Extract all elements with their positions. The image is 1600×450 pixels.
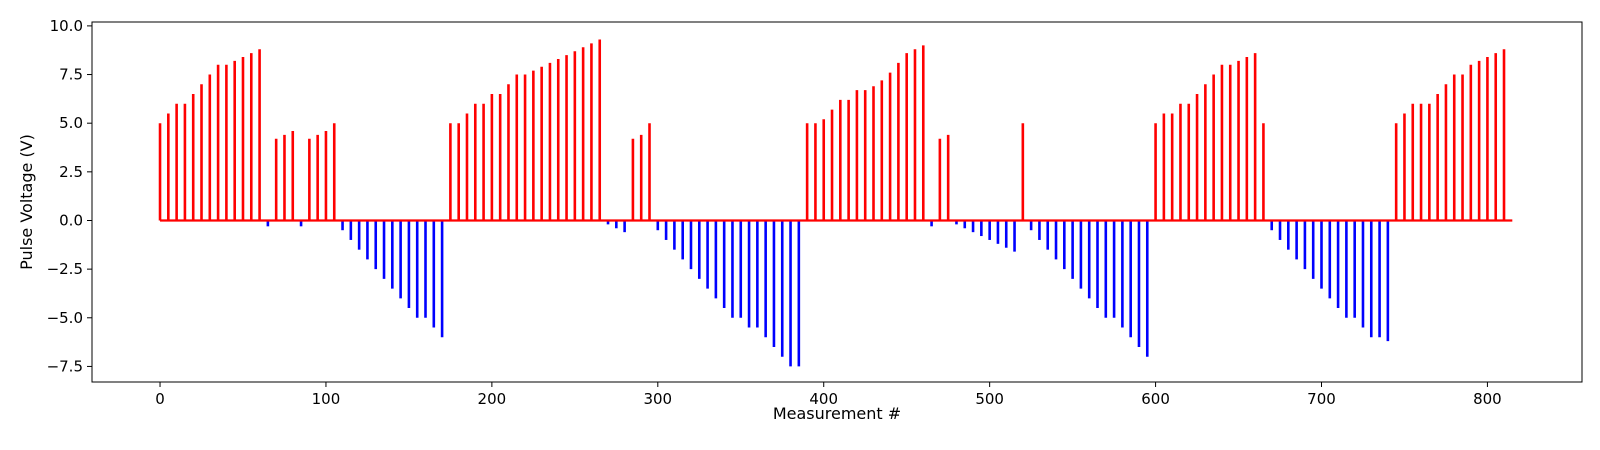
y-tick-label: −5.0	[47, 309, 83, 327]
x-tick-label: 400	[809, 390, 838, 408]
stem-marks	[158, 39, 1506, 367]
x-tick-label: 800	[1473, 390, 1502, 408]
x-tick-label: 500	[975, 390, 1004, 408]
y-tick-label: 5.0	[59, 114, 83, 132]
y-tick-label: 7.5	[59, 66, 83, 84]
x-tick-label: 300	[643, 390, 672, 408]
x-tick-label: 700	[1307, 390, 1336, 408]
x-tick-label: 0	[155, 390, 165, 408]
x-axis: 0 100 200 300 400 500 600 700 800	[155, 382, 1502, 408]
x-tick-label: 600	[1141, 390, 1170, 408]
x-tick-label: 100	[312, 390, 341, 408]
y-axis: −7.5 −5.0 −2.5 0.0 2.5 5.0 7.5 10.0	[47, 17, 92, 375]
plot-frame	[91, 21, 1583, 383]
y-tick-label: −7.5	[47, 357, 83, 375]
y-tick-label: 0.0	[59, 211, 83, 229]
x-axis-label: Measurement #	[773, 404, 901, 423]
y-tick-label: 2.5	[59, 163, 83, 181]
y-tick-label: −2.5	[47, 260, 83, 278]
y-tick-label: 10.0	[50, 17, 83, 35]
x-tick-label: 200	[478, 390, 507, 408]
y-axis-label: Pulse Voltage (V)	[17, 134, 36, 270]
